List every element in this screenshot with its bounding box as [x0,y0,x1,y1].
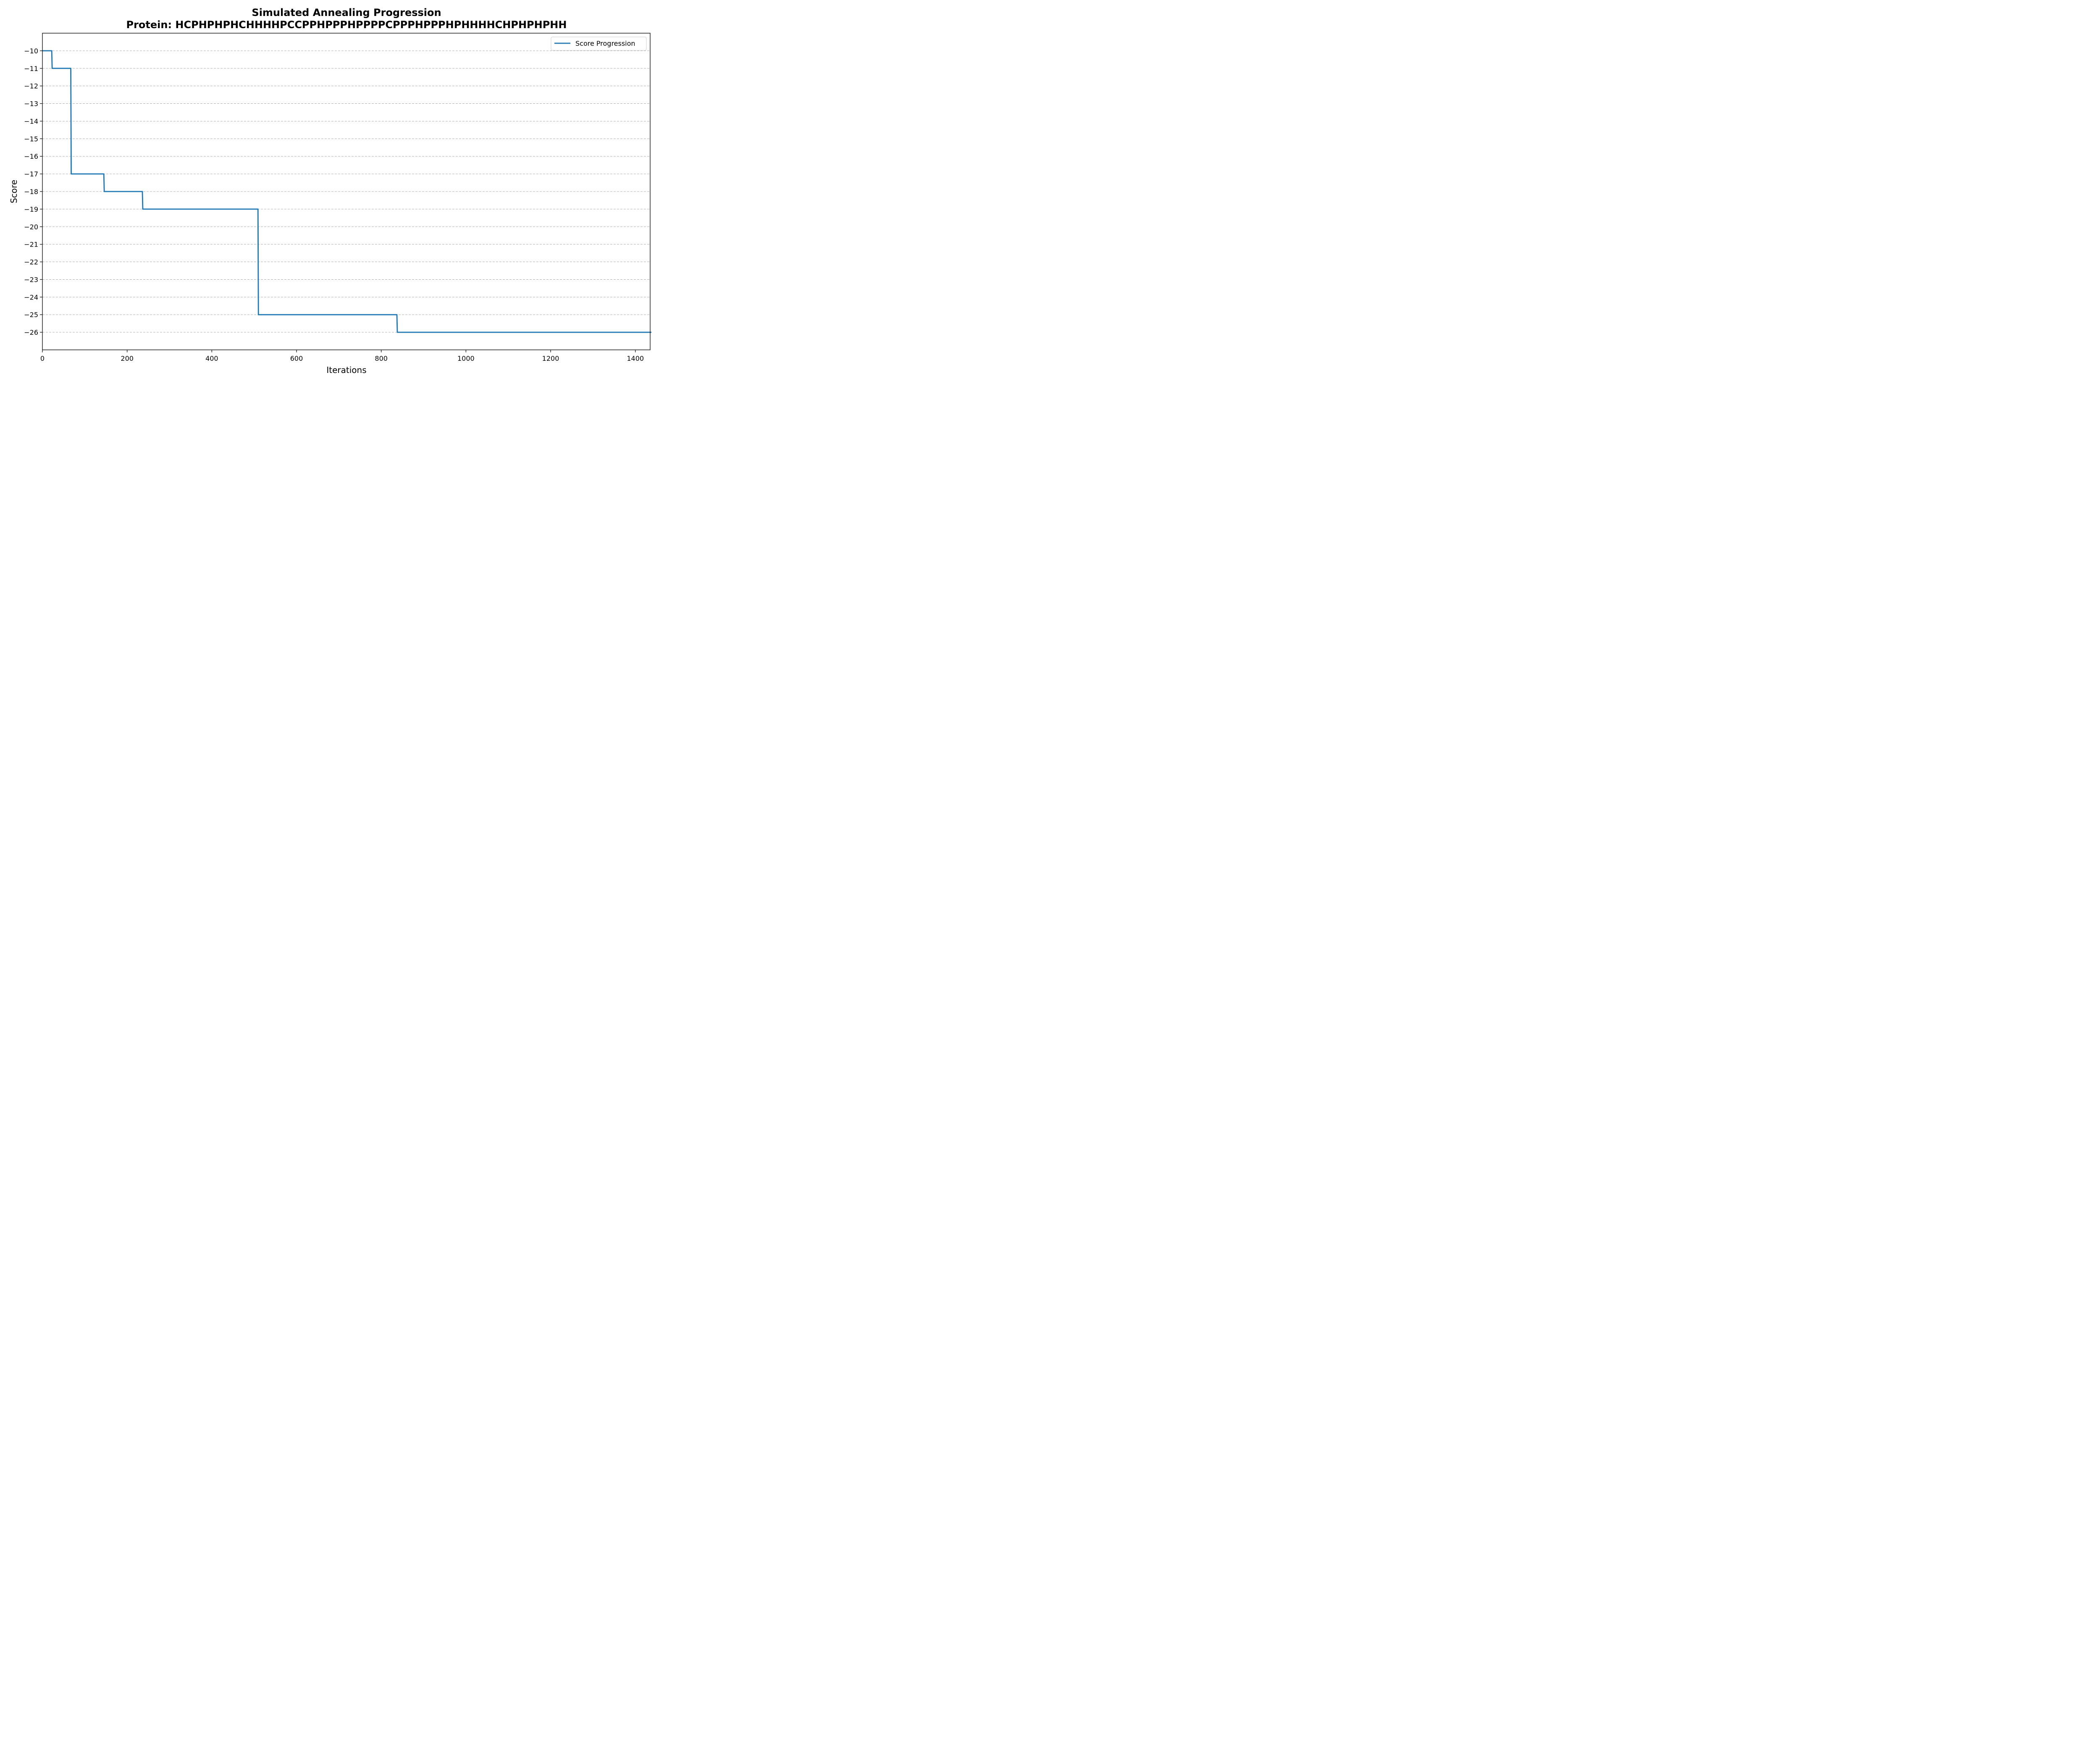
chart-container: Simulated Annealing Progression Protein:… [0,0,657,382]
y-tick-label: −21 [24,241,38,249]
x-tick-label: 400 [205,354,218,362]
chart-subtitle: Protein: HCPHPHPHCHHHHPCCPPHPPPHPPPPCPPP… [126,19,567,31]
x-tick-label: 1200 [542,354,559,362]
y-axis-ticks: −10 −11 −12 −13 −14 −15 −16 −17 −18 −19 −20 −21 −22 −… [24,47,42,336]
legend-box [551,37,647,51]
y-tick-label: −19 [24,205,38,213]
y-tick-label: −25 [24,311,38,319]
y-tick-label: −10 [24,47,38,55]
legend-label: Score Progression [575,39,635,47]
y-tick-label: −15 [24,135,38,143]
y-tick-label: −13 [24,100,38,108]
x-tick-label: 200 [121,354,134,362]
y-tick-label: −22 [24,258,38,266]
y-axis-label: Score [9,180,19,203]
x-tick-label: 1400 [627,354,644,362]
x-axis-ticks: 0 200 400 600 800 1000 1200 1400 [40,350,644,362]
legend: Score Progression [551,37,647,51]
y-tick-label: −18 [24,188,38,196]
line-chart: Simulated Annealing Progression Protein:… [9,7,652,375]
x-tick-label: 0 [40,354,45,362]
score-progression-line [42,50,652,333]
chart-title: Simulated Annealing Progression [252,7,441,18]
y-tick-label: −26 [24,328,38,336]
y-tick-label: −24 [24,293,38,301]
y-tick-label: −16 [24,152,38,160]
x-tick-label: 600 [290,354,303,362]
y-tick-label: −20 [24,223,38,231]
x-tick-label: 1000 [457,354,475,362]
y-tick-label: −17 [24,170,38,178]
y-tick-label: −23 [24,276,38,284]
y-tick-label: −11 [24,65,38,73]
y-tick-label: −12 [24,82,38,90]
x-tick-label: 800 [375,354,388,362]
x-axis-label: Iterations [326,365,366,375]
y-tick-label: −14 [24,117,38,125]
series-layer [42,50,652,333]
grid-lines [42,50,650,333]
